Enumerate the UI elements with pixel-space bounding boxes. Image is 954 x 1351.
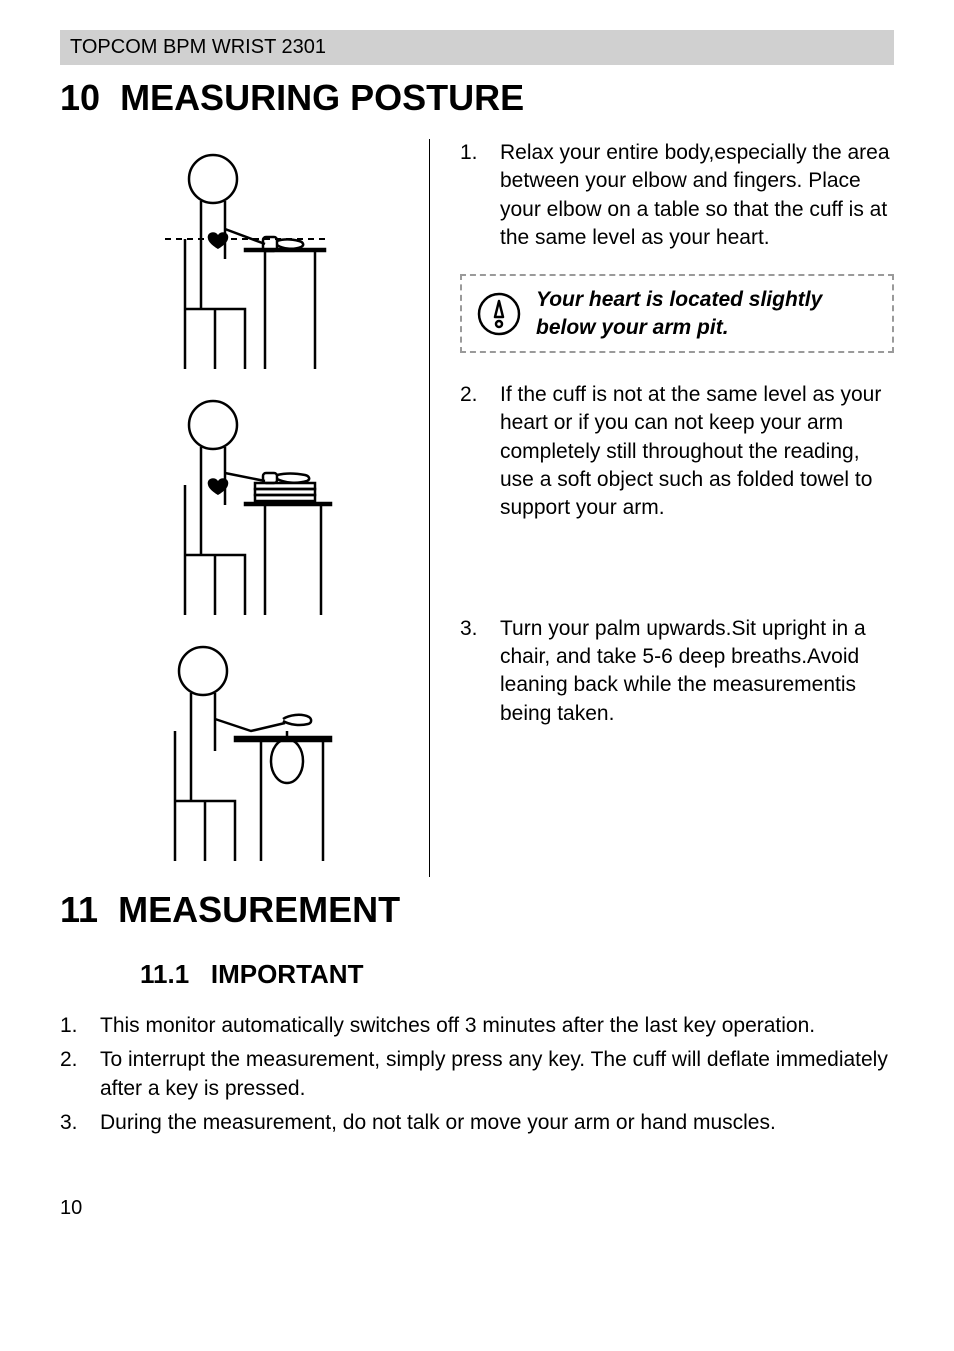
product-header: TOPCOM BPM WRIST 2301	[60, 30, 894, 65]
item-text: If the cuff is not at the same level as …	[500, 381, 894, 523]
list-item: 2. To interrupt the measurement, simply …	[60, 1046, 894, 1103]
note-text: Your heart is located slightly below you…	[536, 286, 878, 341]
item-text: This monitor automatically switches off …	[100, 1012, 894, 1040]
item-number: 2.	[460, 381, 500, 523]
section-10-number: 10	[60, 77, 100, 118]
section-11-1-title: 11.1 IMPORTANT	[140, 959, 894, 990]
posture-illustration-1	[115, 139, 355, 379]
section-11-title: 11 MEASUREMENT	[60, 889, 894, 931]
list-item: 3. Turn your palm upwards.Sit upright in…	[460, 615, 894, 728]
posture-illustration-2	[115, 385, 355, 625]
list-item: 1. Relax your entire body,especially the…	[460, 139, 894, 252]
item-text: During the measurement, do not talk or m…	[100, 1109, 894, 1137]
illustration-column	[60, 139, 430, 877]
important-list: 1. This monitor automatically switches o…	[60, 1012, 894, 1137]
instruction-column: 1. Relax your entire body,especially the…	[430, 139, 894, 877]
section-10-title-text: MEASURING POSTURE	[120, 77, 524, 118]
item-number: 1.	[460, 139, 500, 252]
heart-note-box: Your heart is located slightly below you…	[460, 274, 894, 353]
list-item: 1. This monitor automatically switches o…	[60, 1012, 894, 1040]
list-item: 2. If the cuff is not at the same level …	[460, 381, 894, 523]
posture-illustration-3	[115, 631, 355, 871]
sub-title-text: IMPORTANT	[211, 959, 364, 989]
item-number: 2.	[60, 1046, 100, 1103]
sub-number: 11.1	[140, 959, 189, 989]
item-number: 1.	[60, 1012, 100, 1040]
info-icon	[476, 291, 522, 337]
item-text: Turn your palm upwards.Sit upright in a …	[500, 615, 894, 728]
item-text: To interrupt the measurement, simply pre…	[100, 1046, 894, 1103]
list-item: 3. During the measurement, do not talk o…	[60, 1109, 894, 1137]
item-number: 3.	[60, 1109, 100, 1137]
page-number: 10	[60, 1197, 894, 1220]
item-text: Relax your entire body,especially the ar…	[500, 139, 894, 252]
item-number: 3.	[460, 615, 500, 728]
section-11-title-text: MEASUREMENT	[118, 889, 400, 930]
section-11-number: 11	[60, 889, 98, 930]
section-10-title: 10 MEASURING POSTURE	[60, 77, 894, 119]
